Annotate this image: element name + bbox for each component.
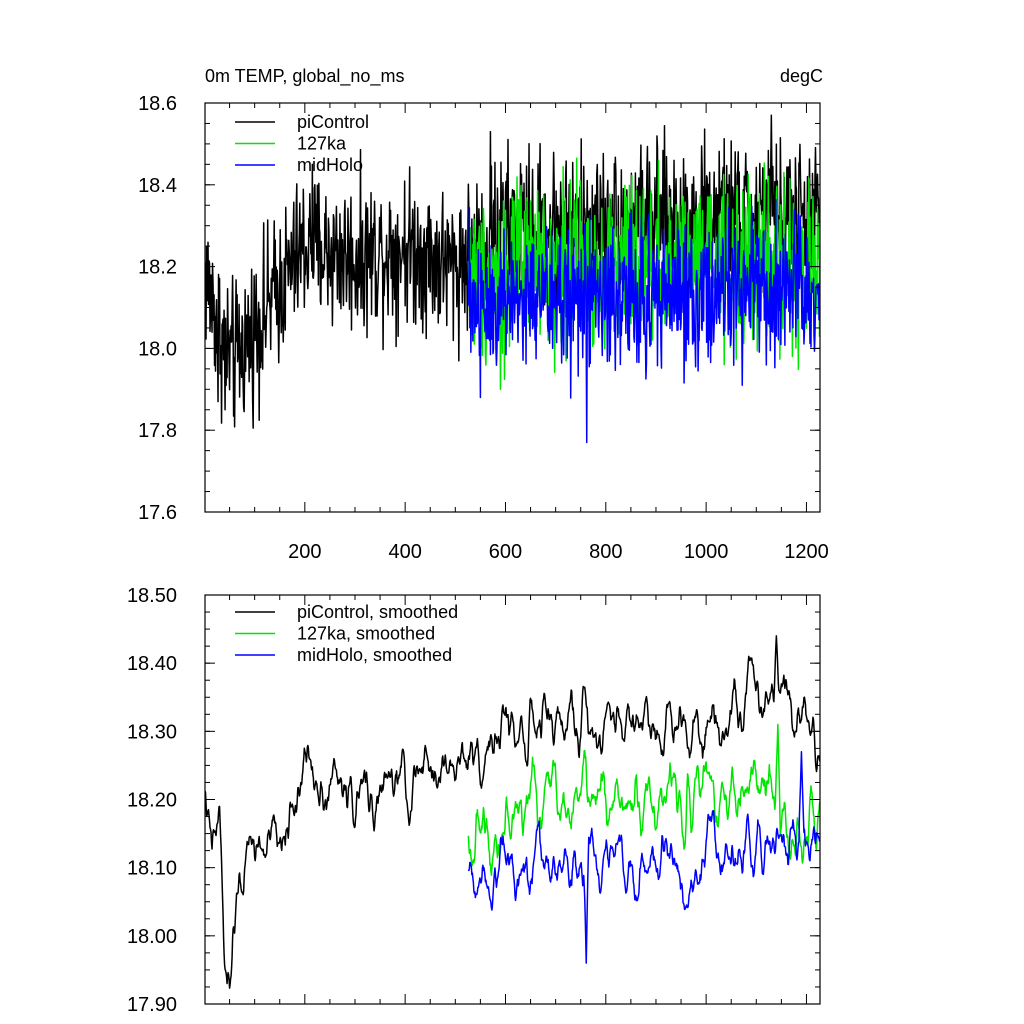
y-tick-label: 18.0: [138, 338, 177, 360]
legend-label: midHolo: [297, 155, 363, 175]
bottom-panel-axes: 17.90 18.00 18.10 18.20 18.30 18.40 18.50: [127, 585, 820, 1016]
top-panel-title: 0m TEMP, global_no_ms: [205, 66, 404, 87]
top-panel: 0m TEMP, global_no_ms degC 200 400 600 800 1…: [138, 66, 829, 563]
y-tick-label: 18.40: [127, 653, 177, 675]
legend-label: 127ka: [297, 134, 347, 154]
y-tick-label: 18.50: [127, 585, 177, 607]
y-tick-label: 17.90: [127, 994, 177, 1016]
y-tick-label: 18.20: [127, 790, 177, 812]
x-tick-label: 1200: [784, 541, 829, 563]
y-tick-label: 18.4: [138, 175, 177, 197]
bottom-panel: 17.90 18.00 18.10 18.20 18.30 18.40 18.50 piCo…: [127, 585, 821, 1016]
y-tick-label: 17.8: [138, 420, 177, 442]
y-tick-label: 18.10: [127, 858, 177, 880]
series-line-127ka-smoothed: [467, 723, 820, 876]
y-tick-label: 18.2: [138, 257, 177, 279]
bottom-panel-series: [205, 635, 820, 989]
y-tick-label: 17.6: [138, 502, 177, 524]
y-tick-label: 18.30: [127, 721, 177, 743]
x-tick-label: 1000: [684, 541, 729, 563]
x-tick-label: 800: [589, 541, 622, 563]
y-tick-label: 18.6: [138, 93, 177, 115]
series-line-midholo-smoothed: [467, 751, 820, 964]
top-panel-axes: 200 400 600 800 1000 1200 17.6 17.8 18.0 18.2 18.4…: [138, 93, 829, 563]
top-panel-units: degC: [780, 66, 823, 86]
legend-label: piControl, smoothed: [297, 602, 458, 622]
y-tick-label: 18.00: [127, 926, 177, 948]
series-line-picontrol-smoothed: [205, 635, 820, 989]
x-tick-label: 200: [288, 541, 321, 563]
legend-label: 127ka, smoothed: [297, 624, 435, 644]
x-tick-label: 400: [388, 541, 421, 563]
series-line-picontrol: [205, 114, 820, 429]
series-line-midholo: [467, 198, 820, 444]
legend-label: piControl: [297, 112, 369, 132]
x-tick-label: 600: [489, 541, 522, 563]
legend-label: midHolo, smoothed: [297, 645, 452, 665]
top-panel-series: [205, 114, 820, 444]
